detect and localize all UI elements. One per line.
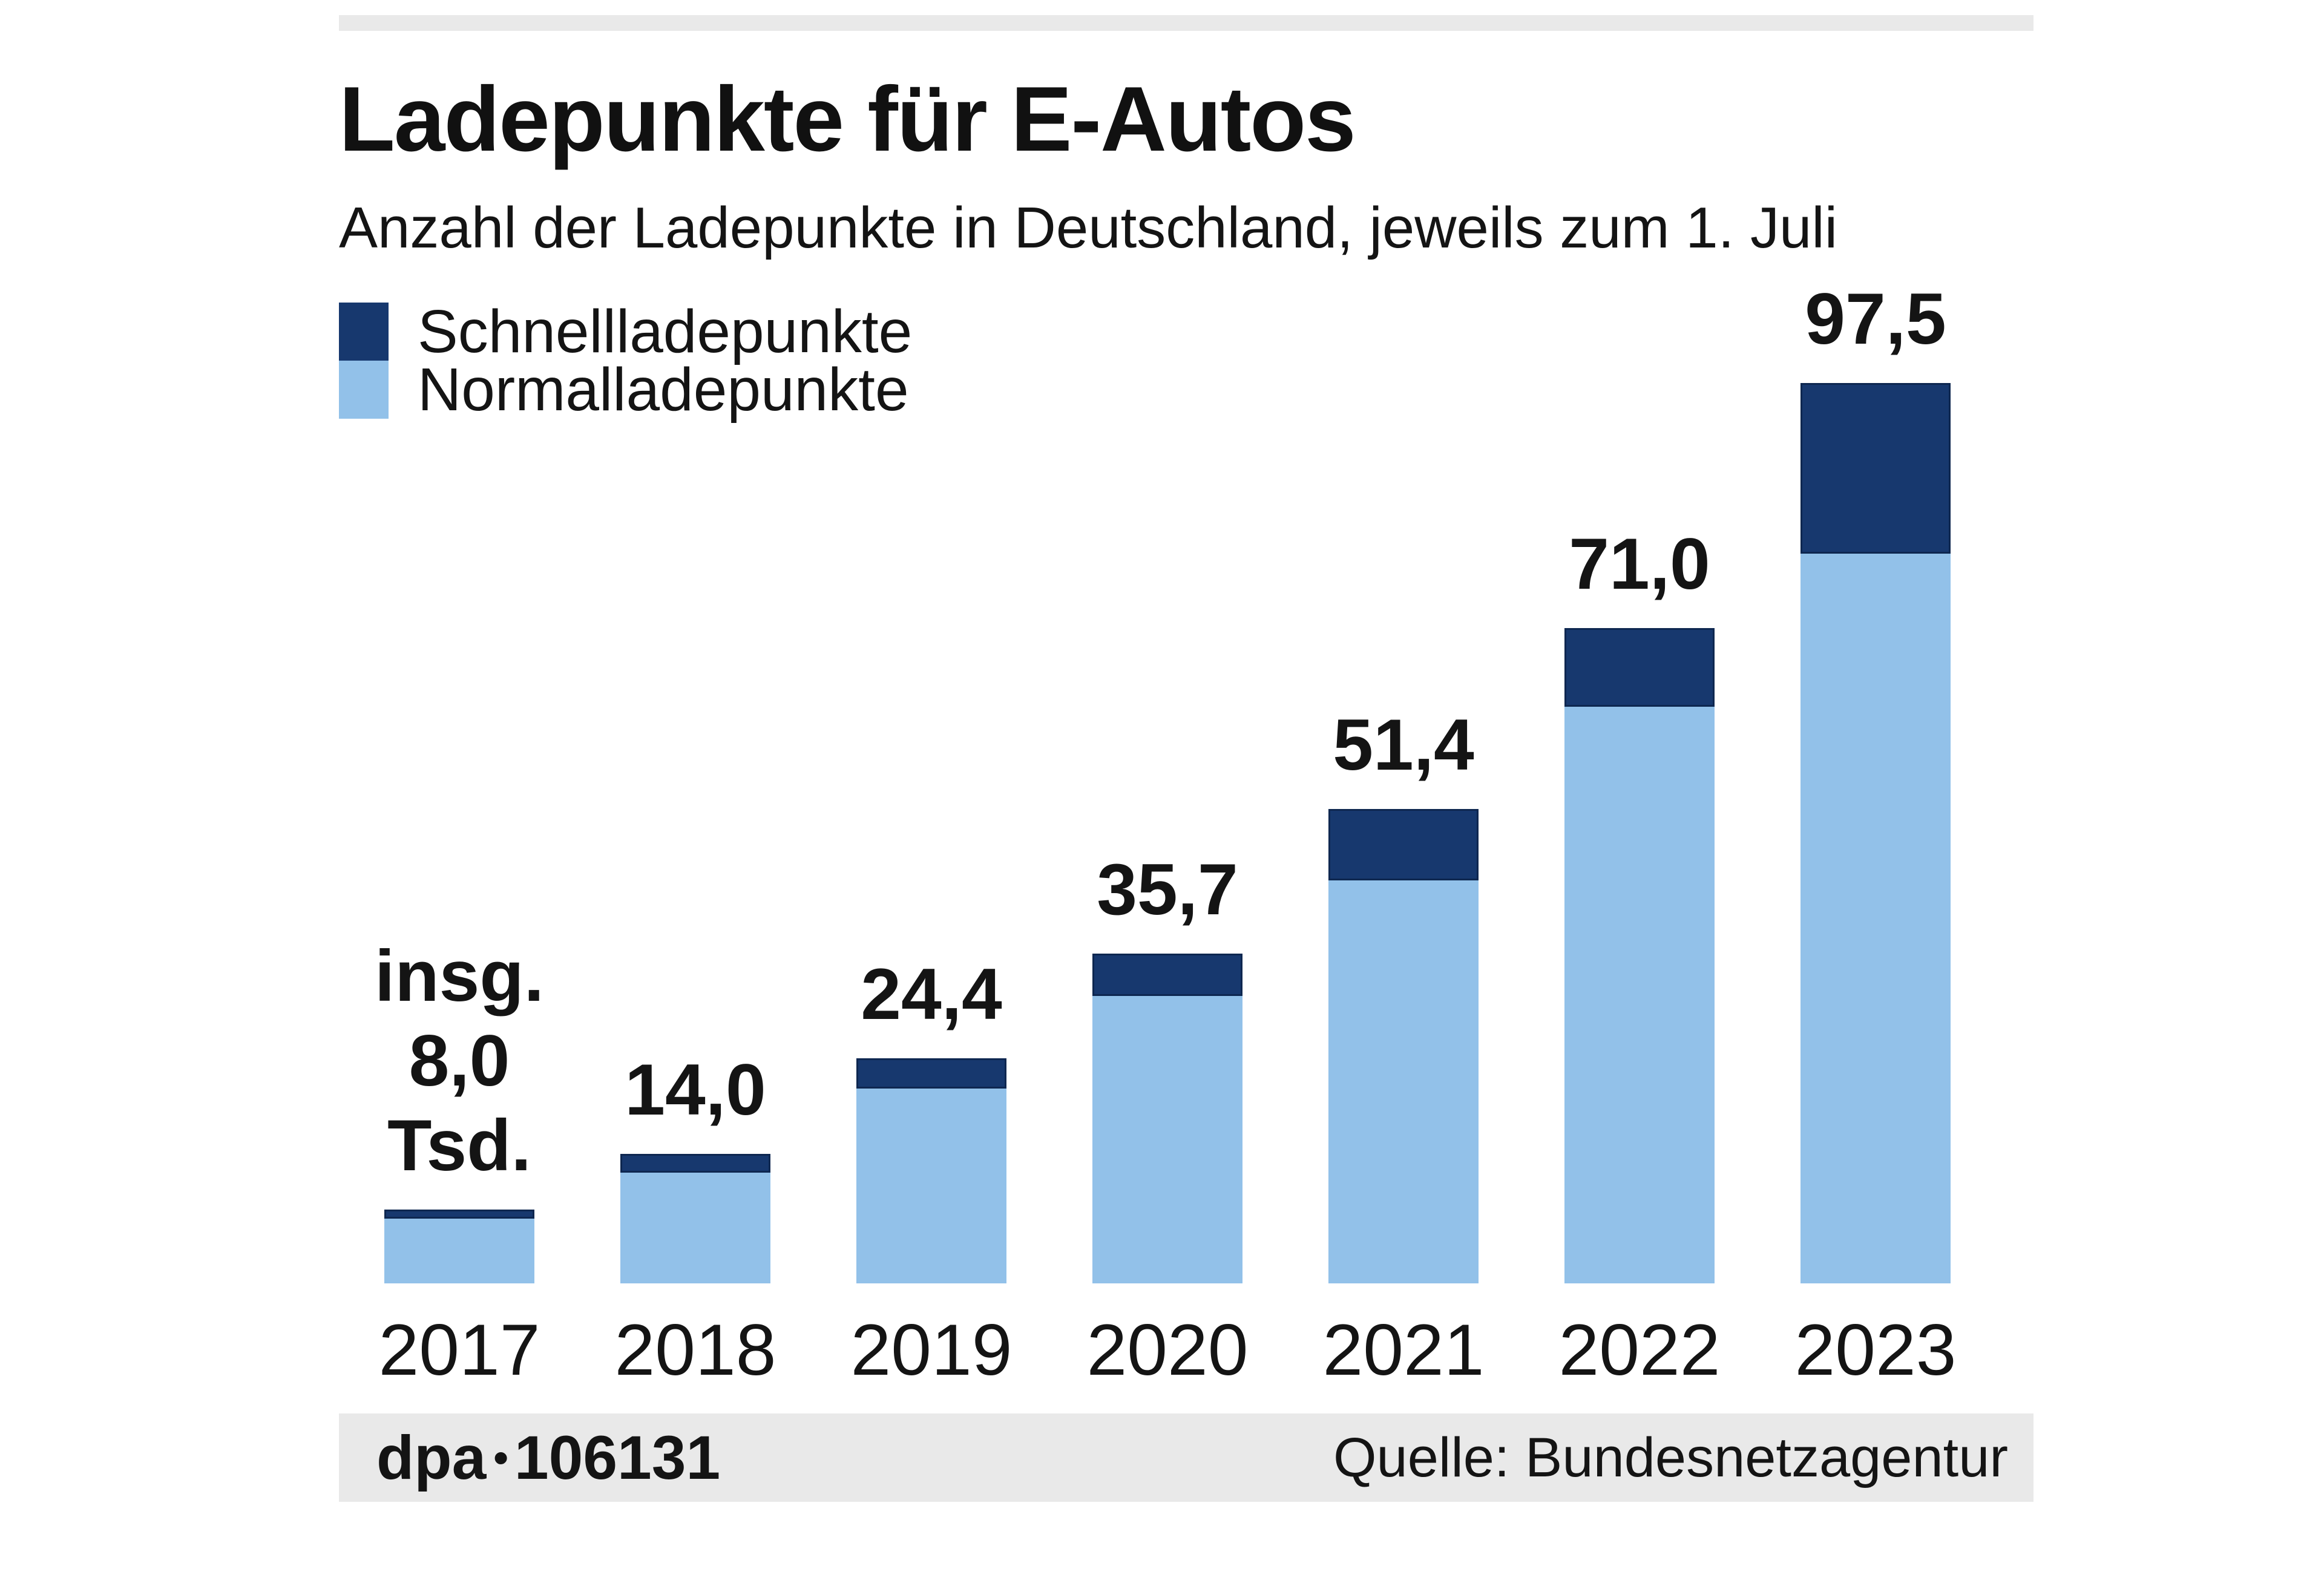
total-label-2021: 51,4 (1333, 704, 1474, 785)
footer-bar: dpa • 106131 Quelle: Bundesnetzagentur (339, 1413, 2034, 1502)
total-label-2018: 14,0 (625, 1049, 766, 1130)
x-axis-label-2020: 2020 (1086, 1309, 1249, 1390)
total-label-2022: 71,0 (1569, 523, 1710, 604)
dpa-credit: dpa • 106131 (376, 1423, 720, 1493)
legend-label: Schnellladepunkte (418, 297, 913, 365)
total-label-2020: 35,7 (1097, 849, 1238, 930)
source-credit: Quelle: Bundesnetzagentur (1333, 1426, 2008, 1488)
page-title: Ladepunkte für E-Autos (339, 68, 1356, 171)
total-label-2023: 97,5 (1805, 278, 1946, 359)
legend-swatch-schnellladepunkte-icon (339, 303, 389, 361)
segment-schnellladepunkte-2022 (1564, 628, 1715, 707)
segment-schnellladepunkte-2019 (856, 1058, 1006, 1089)
segment-schnellladepunkte-2017 (384, 1210, 534, 1219)
segment-schnellladepunkte-2018 (620, 1154, 770, 1173)
bar-2017 (384, 1210, 534, 1283)
legend-label: Normalladepunkte (418, 355, 909, 424)
page-subtitle: Anzahl der Ladepunkte in Deutschland, je… (339, 195, 1838, 260)
segment-normalladepunkte-2021 (1328, 880, 1479, 1283)
segment-normalladepunkte-2017 (384, 1219, 534, 1283)
bar-2019 (856, 1058, 1006, 1283)
bar-2018 (620, 1154, 770, 1283)
top-divider-bar (339, 15, 2034, 31)
chart-legend: Schnellladepunkte Normalladepunkte (339, 298, 912, 424)
segment-normalladepunkte-2022 (1564, 707, 1715, 1283)
segment-schnellladepunkte-2021 (1328, 809, 1479, 880)
total-label-2017: insg. 8,0 Tsd. (374, 935, 545, 1186)
segment-schnellladepunkte-2020 (1092, 954, 1242, 996)
x-axis-label-2023: 2023 (1794, 1309, 1957, 1390)
x-axis-label-2019: 2019 (850, 1309, 1013, 1390)
x-axis-label-2022: 2022 (1558, 1309, 1721, 1390)
graphic-number: 106131 (514, 1423, 721, 1492)
segment-normalladepunkte-2023 (1800, 554, 1951, 1283)
x-axis-label-2018: 2018 (614, 1309, 776, 1390)
dpa-logo: dpa (376, 1423, 487, 1492)
segment-normalladepunkte-2019 (856, 1089, 1006, 1283)
x-axis-label-2021: 2021 (1322, 1309, 1485, 1390)
bar-2021 (1328, 809, 1479, 1283)
legend-item-schnellladepunkte: Schnellladepunkte (339, 298, 912, 365)
legend-item-normalladepunkte: Normalladepunkte (339, 356, 912, 424)
segment-schnellladepunkte-2023 (1800, 383, 1951, 554)
segment-normalladepunkte-2020 (1092, 996, 1242, 1283)
bar-2020 (1092, 954, 1242, 1283)
segment-normalladepunkte-2018 (620, 1173, 770, 1283)
total-label-2019: 24,4 (861, 954, 1002, 1035)
bar-2022 (1564, 628, 1715, 1283)
legend-swatch-normalladepunkte-icon (339, 361, 389, 419)
x-axis-label-2017: 2017 (378, 1309, 540, 1390)
bar-2023 (1800, 383, 1951, 1283)
bullet-separator-icon: • (493, 1434, 508, 1481)
